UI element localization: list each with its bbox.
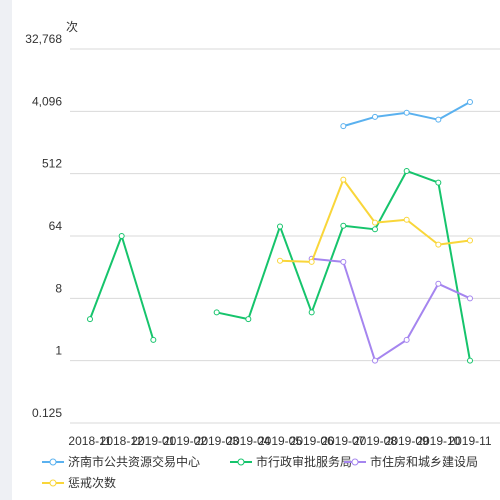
series-group [340,98,473,130]
x-tick-label: 2019-11 [448,434,491,448]
data-point[interactable] [213,309,220,316]
data-point[interactable] [403,216,410,223]
data-point[interactable] [435,280,442,287]
y-tick-label: 4,096 [32,94,62,108]
y-tick-label: 0.125 [32,406,62,420]
data-point[interactable] [467,295,473,302]
data-point[interactable] [372,357,378,364]
data-point[interactable] [435,179,442,186]
data-point[interactable] [403,336,410,343]
data-point[interactable] [435,116,442,123]
data-point[interactable] [467,98,473,105]
x-tick-label: 2019-08 [353,434,397,448]
x-tick-label: 2019-04 [226,434,270,448]
x-axis-ticks: 2018-112018-122019-012019-022019-032019-… [68,434,491,448]
data-point[interactable] [403,109,410,116]
series-line [311,257,471,362]
y-axis-ticks: 32,768 4,096 512 64 8 1 0.125 [25,32,62,420]
x-tick-label: 2019-01 [131,434,175,448]
series-line [216,169,471,361]
data-point[interactable] [118,233,125,239]
data-point[interactable] [277,257,283,264]
y-tick-label: 512 [42,157,62,171]
y-tick-label: 64 [49,219,63,233]
data-point[interactable] [340,176,347,183]
legend-item[interactable]: 济南市公共资源交易中心 [42,454,200,469]
series-group [87,167,473,364]
left-panel-strip [0,0,12,500]
series-group [308,255,473,364]
data-point[interactable] [340,222,347,229]
x-tick-label: 2019-07 [321,434,365,448]
x-tick-label: 2019-06 [290,434,334,448]
y-tick-label: 8 [55,281,62,295]
legend-item[interactable]: 市住房和城乡建设局 [344,454,478,469]
x-tick-label: 2018-12 [100,434,144,448]
legend-label: 市行政审批服务局 [256,454,352,469]
legend-marker-icon [49,458,57,466]
x-tick-label: 2019-09 [385,434,429,448]
data-point[interactable] [340,123,347,130]
y-tick-label: 1 [55,344,62,358]
legend-label: 惩戒次数 [68,475,116,490]
legend-item[interactable]: 市行政审批服务局 [230,454,352,469]
data-point[interactable] [308,258,315,265]
data-point[interactable] [340,258,347,265]
data-point[interactable] [308,309,315,316]
data-point[interactable] [467,357,473,364]
legend-label: 市住房和城乡建设局 [370,454,478,469]
series-lines [87,98,473,364]
data-point[interactable] [372,219,378,226]
legend-marker-icon [351,458,359,466]
grid-lines [70,48,500,424]
data-point[interactable] [150,336,157,343]
data-point[interactable] [467,237,473,244]
data-point[interactable] [435,241,442,248]
data-point[interactable] [87,316,93,323]
y-axis-unit-label: 次 [66,20,78,34]
legend-marker-icon [237,458,245,466]
data-point[interactable] [372,226,378,233]
x-tick-label: 2019-02 [163,434,207,448]
legend-label: 济南市公共资源交易中心 [68,454,200,469]
data-point[interactable] [245,316,252,323]
legend-marker-icon [49,479,57,487]
x-tick-label: 2018-11 [68,434,111,448]
data-point[interactable] [372,113,378,120]
legend-item[interactable]: 惩戒次数 [42,475,116,490]
x-tick-label: 2019-10 [416,434,460,448]
data-point[interactable] [277,223,283,230]
x-tick-label: 2019-05 [258,434,302,448]
x-tick-label: 2019-03 [195,434,239,448]
series-group [277,176,473,265]
y-tick-label: 32,768 [25,32,62,46]
data-point[interactable] [403,167,410,174]
series-line [89,235,155,341]
